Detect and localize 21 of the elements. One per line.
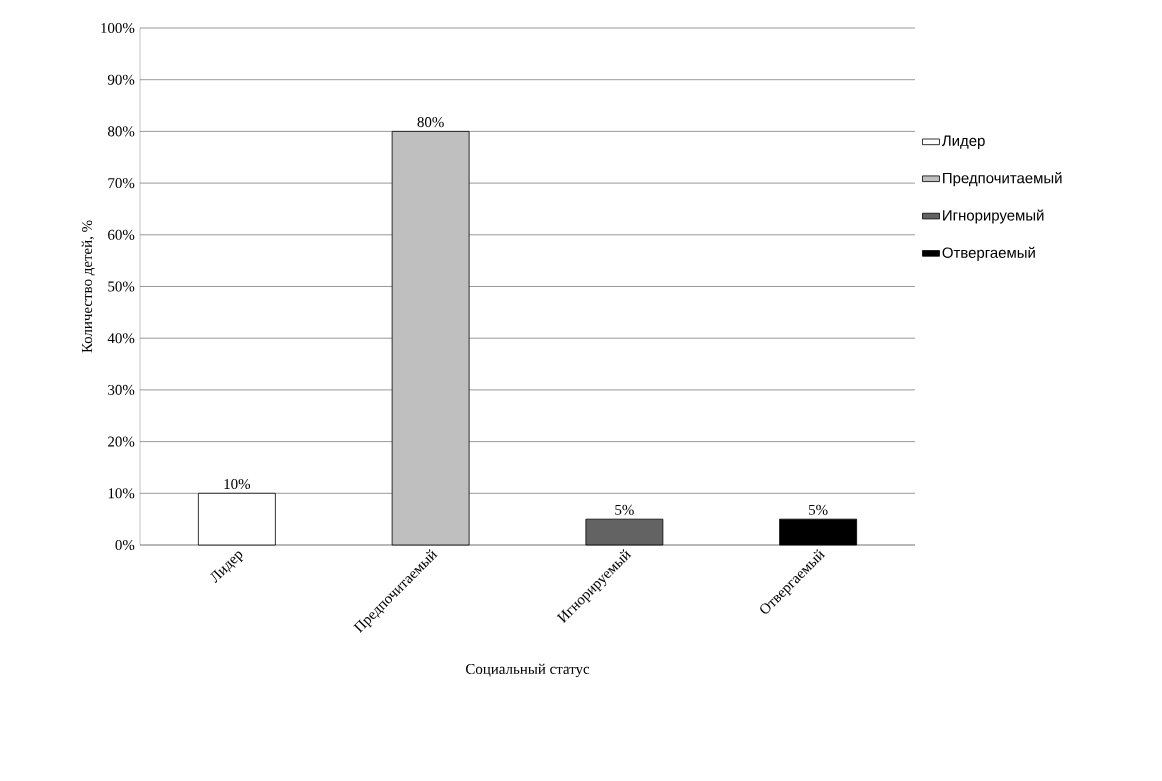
y-tick-label: 60% [108,229,135,240]
y-tick-label: 90% [107,74,135,85]
y-tick-label: 30% [108,384,135,395]
y-tick-label: 70% [108,178,135,189]
legend-label: Отвергаемый [942,246,1035,261]
x-axis-title: Социальный статус [465,663,590,678]
data-label: 10% [224,478,251,490]
legend-label: Предпочитаемый [943,172,1062,187]
legend-label: Лидер [942,135,985,149]
y-tick-label: 0% [115,539,135,551]
y-tick-label: 20% [108,436,135,447]
data-label: 5% [615,504,634,515]
y-tick-label: 100% [101,22,135,34]
data-label: 80% [417,117,444,128]
y-axis-title: Количество детей, % [81,220,95,353]
y-tick-label: 50% [108,281,135,292]
y-tick-label: 10% [108,488,135,499]
data-label: 5% [809,504,828,515]
y-tick-label: 80% [107,126,135,137]
y-tick-label: 40% [107,333,135,344]
legend-label: Игнорируемый [943,209,1044,224]
